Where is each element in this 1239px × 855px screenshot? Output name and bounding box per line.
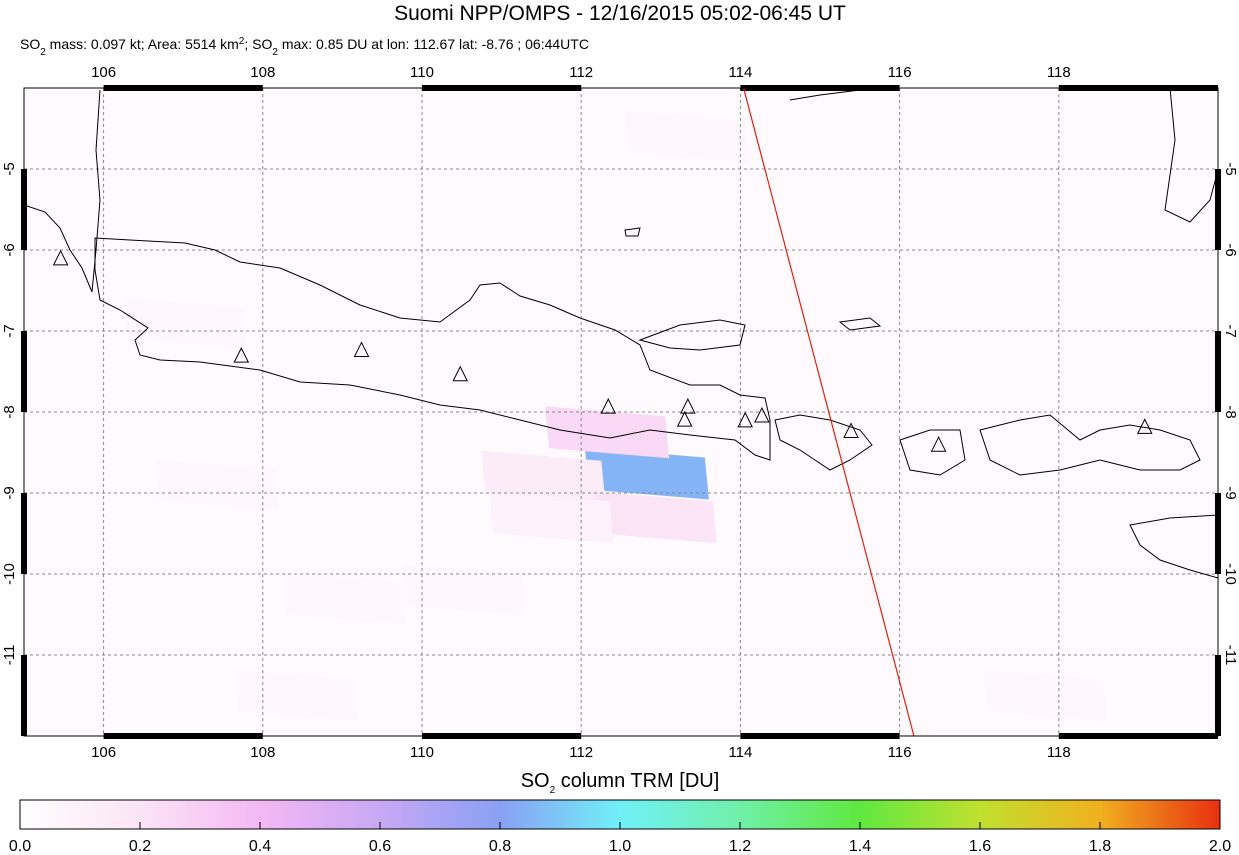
- subscript: 2: [40, 47, 46, 58]
- y-tick-label: -5: [1, 162, 18, 175]
- x-tick-label: 106: [91, 744, 116, 761]
- coastline: [774, 414, 873, 471]
- so2-cell: [489, 491, 614, 544]
- text-part: column TRM [DU]: [555, 770, 719, 792]
- so2-cell: [123, 296, 248, 349]
- volcano: [754, 406, 770, 423]
- volcano: [1136, 418, 1153, 434]
- y-tick-label: -11: [1222, 645, 1239, 666]
- x-tick-label: 116: [888, 64, 912, 81]
- coastline: [624, 227, 882, 331]
- grid: [24, 88, 1218, 736]
- x-tick-label: 108: [250, 64, 275, 81]
- so2-cell: [401, 564, 526, 617]
- volcano: [452, 365, 469, 382]
- coastline: [1129, 514, 1218, 579]
- coastline: [899, 429, 966, 476]
- so2-cell: [966, 296, 1091, 349]
- colorbar-tick-label: 0.0: [9, 838, 31, 855]
- x-tick-label: 112: [569, 64, 593, 81]
- volcano: [680, 398, 696, 414]
- subscript: 2: [272, 47, 278, 58]
- colorbar-tick-label: 1.6: [969, 838, 991, 855]
- coastline: [979, 414, 1201, 476]
- colorbar-tick-label: 0.6: [369, 838, 391, 855]
- volcano: [676, 410, 693, 427]
- y-tick-label: -6: [1, 243, 18, 256]
- y-tick-label: -7: [1, 324, 18, 337]
- x-tick-label: 114: [728, 64, 752, 81]
- colorbar-tick-label: 1.0: [609, 838, 631, 855]
- so2-cell: [234, 669, 359, 722]
- y-tick-label: -5: [1222, 162, 1239, 175]
- x-tick-label: 116: [888, 744, 912, 761]
- colorbar-tick-label: 1.4: [849, 838, 871, 855]
- volcano: [843, 422, 859, 438]
- so2-cell: [624, 110, 749, 163]
- x-tick-label: 108: [250, 744, 275, 761]
- y-tick-label: -7: [1222, 324, 1239, 337]
- so2-cell: [584, 447, 709, 500]
- y-tick-label: -6: [1222, 243, 1239, 256]
- text-part: max: 0.85 DU at lon: 112.67 lat: -8.76 ;…: [278, 36, 589, 52]
- so2-cell: [282, 572, 407, 625]
- colorbar-tick-label: 0.4: [249, 838, 271, 855]
- orbit-track: [743, 87, 915, 737]
- subscript: 2: [239, 36, 245, 47]
- so2-cell: [592, 491, 717, 544]
- so2-cell: [155, 458, 280, 511]
- chart-title: Suomi NPP/OMPS - 12/16/2015 05:02-06:45 …: [394, 2, 846, 25]
- volcano: [600, 398, 617, 414]
- text-part: SO: [521, 770, 550, 792]
- colorbar-label: SO2 column TRM [DU]: [521, 770, 720, 796]
- so2-cell: [481, 450, 606, 503]
- colorbar-tick-label: 1.2: [729, 838, 751, 855]
- volcano: [930, 436, 947, 452]
- text-part: mass: 0.097 kt; Area: 5514 km: [46, 36, 239, 52]
- x-tick-label: 114: [728, 744, 752, 761]
- plot-frame: [23, 87, 1219, 737]
- text-part: SO: [20, 36, 40, 52]
- y-tick-label: -11: [1, 645, 18, 666]
- volcano: [737, 411, 753, 428]
- x-tick-label: 110: [410, 744, 434, 761]
- colorbar-tick-label: 0.8: [489, 838, 511, 855]
- colorbar-tick-label: 1.8: [1089, 838, 1111, 855]
- y-tick-label: -8: [1222, 405, 1239, 418]
- so2-cell: [982, 669, 1107, 722]
- subscript: 2: [550, 785, 556, 796]
- x-tick-label: 118: [1047, 64, 1071, 81]
- coastline: [638, 319, 746, 351]
- y-tick-label: -9: [1222, 486, 1239, 499]
- colorbar-tick-label: 0.2: [129, 838, 151, 855]
- text-part: ; SO: [244, 36, 272, 52]
- x-tick-label: 106: [91, 64, 116, 81]
- so2-cells: [67, 110, 1107, 722]
- coastline: [24, 89, 101, 293]
- volcano: [233, 346, 250, 363]
- so2-cell: [545, 406, 670, 459]
- y-tick-label: -8: [1, 405, 18, 418]
- colorbar-tick-label: 2.0: [1209, 838, 1231, 855]
- volcano: [353, 341, 370, 357]
- subtitle: SO2 mass: 0.097 kt; Area: 5514 km2; SO2 …: [20, 36, 589, 58]
- y-tick-label: -10: [1, 563, 18, 585]
- volcano: [52, 249, 69, 266]
- x-tick-label: 110: [410, 64, 434, 81]
- y-tick-label: -10: [1222, 563, 1239, 585]
- coastline: [94, 237, 771, 461]
- x-tick-label: 118: [1047, 744, 1071, 761]
- y-tick-label: -9: [1, 486, 18, 499]
- x-tick-label: 112: [569, 744, 593, 761]
